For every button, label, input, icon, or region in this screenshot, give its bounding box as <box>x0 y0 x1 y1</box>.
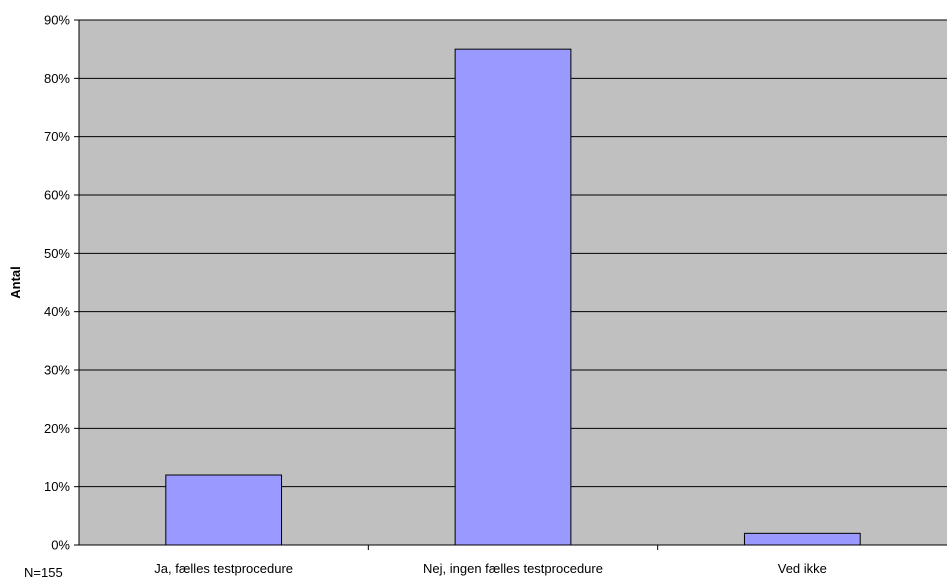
y-tick-label: 10% <box>44 479 70 494</box>
y-tick-labels: 0% 10% 20% 30% 40% 50% 60% 70% 80% 90% <box>44 13 70 553</box>
y-tick-label: 80% <box>44 71 70 86</box>
bar <box>165 474 283 546</box>
y-tick-label: 20% <box>44 421 70 436</box>
y-axis-title: Antal <box>8 266 23 299</box>
y-tick-label: 40% <box>44 304 70 319</box>
y-tick-label: 60% <box>44 188 70 203</box>
x-category-label: Ved ikke <box>778 561 827 576</box>
x-category-label: Nej, ingen fælles testprocedure <box>423 561 603 576</box>
y-tick-label: 30% <box>44 363 70 378</box>
bar <box>454 48 572 546</box>
x-category-label: Ja, fælles testprocedure <box>154 561 293 576</box>
sample-size-note: N=155 <box>24 565 63 579</box>
axes <box>74 19 947 550</box>
bar <box>743 532 861 546</box>
y-tick-label: 50% <box>44 246 70 261</box>
y-tick-label: 70% <box>44 129 70 144</box>
y-tick-label: 90% <box>44 13 70 28</box>
x-category-labels: Ja, fælles testprocedure Nej, ingen fælle… <box>154 561 827 576</box>
bars <box>165 48 861 546</box>
y-tick-label: 0% <box>51 538 70 553</box>
